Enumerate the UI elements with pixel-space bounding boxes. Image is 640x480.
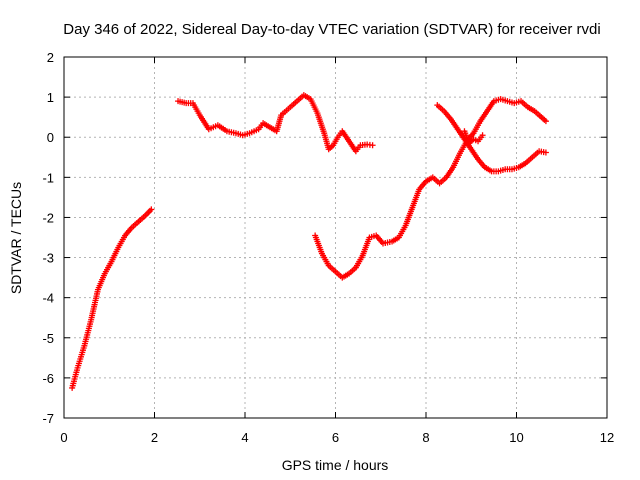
y-tick-label: 0: [47, 130, 54, 145]
x-tick-label: 10: [509, 430, 523, 445]
data-point: [542, 118, 549, 125]
y-tick-label: -3: [42, 251, 54, 266]
y-tick-label: -7: [42, 411, 54, 426]
y-tick-label: -5: [42, 331, 54, 346]
y-tick-label: -2: [42, 210, 54, 225]
marker-layer: [69, 92, 549, 391]
grid-layer: [64, 57, 607, 418]
y-tick-label: -1: [42, 170, 54, 185]
y-tick-label: -6: [42, 371, 54, 386]
y-tick-label: 2: [47, 50, 54, 65]
x-tick-label: 0: [60, 430, 67, 445]
y-tick-label: -4: [42, 291, 54, 306]
x-axis-label: GPS time / hours: [282, 457, 389, 473]
x-tick-label: 4: [241, 430, 248, 445]
x-tick-label: 2: [151, 430, 158, 445]
x-tick-label: 6: [332, 430, 339, 445]
data-point: [148, 206, 155, 213]
y-axis-label: SDTVAR / TECUs: [8, 182, 24, 294]
x-tick-label: 12: [600, 430, 614, 445]
data-point: [369, 142, 376, 149]
y-tick-label: 1: [47, 90, 54, 105]
data-point: [542, 149, 549, 156]
data-point: [479, 132, 486, 139]
x-tick-label: 8: [422, 430, 429, 445]
chart-title: Day 346 of 2022, Sidereal Day-to-day VTE…: [63, 21, 600, 38]
